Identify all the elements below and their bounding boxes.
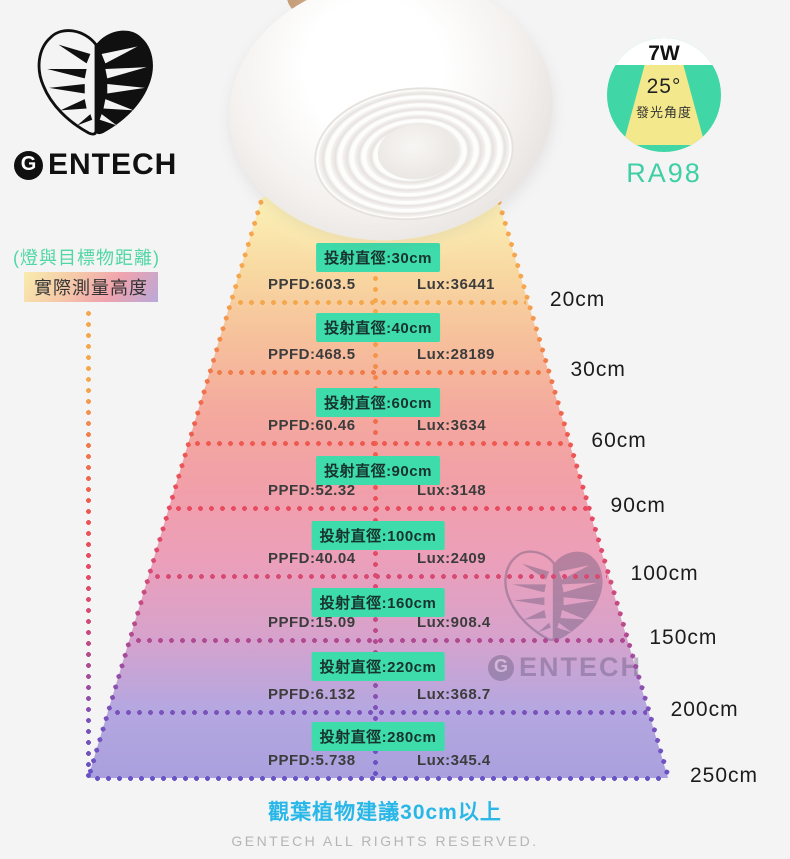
projection-diameter-badge: 投射直徑:220cm: [311, 652, 445, 681]
logo-g-icon: G: [488, 654, 514, 681]
lux-value: Lux:36441: [417, 276, 495, 293]
lux-value: Lux:28189: [417, 346, 495, 363]
ppfd-value: PPFD:60.46: [268, 417, 356, 434]
monstera-leaf-icon: [30, 24, 162, 146]
measurement-dotted-line: [192, 439, 568, 447]
projection-diameter-badge: 投射直徑:60cm: [316, 388, 440, 417]
ppfd-value: PPFD:40.04: [268, 550, 356, 567]
copyright-notice: GENTECH ALL RIGHTS RESERVED.: [231, 833, 539, 849]
logo-g-icon: G: [14, 150, 43, 180]
plant-recommendation: 觀葉植物建議30cm以上: [268, 801, 502, 824]
lux-value: Lux:368.7: [417, 686, 491, 703]
projection-diameter-badge: 投射直徑:100cm: [311, 521, 445, 550]
ppfd-value: PPFD:5.738: [268, 752, 356, 769]
beam-angle-value: 25°: [646, 75, 682, 98]
measurement-dotted-line: [213, 368, 547, 376]
led-bulb-image: [214, 0, 567, 260]
projection-diameter-badge: 投射直徑:30cm: [316, 243, 440, 272]
beam-cone-icon: 25° 發光角度: [622, 65, 706, 145]
measurement-dotted-line: [133, 636, 626, 644]
ppfd-value: PPFD:52.32: [268, 482, 356, 499]
beam-angle-label: 發光角度: [635, 105, 692, 120]
cri-value: RA98: [626, 158, 702, 188]
watermark-logo-text: ENTECH: [519, 652, 643, 682]
distance-label: 20cm: [549, 288, 606, 311]
brand-logo-text: ENTECH: [48, 148, 178, 181]
measurement-dotted-line: [234, 298, 526, 306]
measurement-dotted-line: [172, 504, 587, 512]
brand-logo: G ENTECH: [14, 24, 177, 182]
ppfd-value: PPFD:15.09: [268, 614, 356, 631]
height-ruler-dotted-line: [84, 308, 92, 778]
projection-diameter-badge: 投射直徑:90cm: [316, 456, 440, 485]
beam-angle-diagram: 7W 25° 發光角度: [607, 38, 721, 152]
measurement-dotted-line: [111, 708, 647, 716]
distance-label: 100cm: [630, 562, 699, 585]
measurement-dotted-line: [152, 572, 607, 580]
distance-label: 200cm: [670, 698, 739, 721]
lux-value: Lux:908.4: [417, 614, 491, 631]
distance-label: 150cm: [649, 626, 718, 649]
distance-label: 90cm: [610, 494, 666, 517]
lux-value: Lux:3148: [417, 482, 487, 499]
projection-diameter-badge: 投射直徑:280cm: [311, 722, 445, 751]
wattage-label: 7W: [607, 38, 721, 65]
ppfd-value: PPFD:468.5: [268, 346, 356, 363]
monstera-leaf-icon: [498, 546, 610, 650]
projection-diameter-badge: 投射直徑:160cm: [311, 588, 445, 617]
measurement-dotted-line: [92, 774, 666, 782]
distance-label: 30cm: [570, 358, 626, 381]
measured-height-label: 實際測量高度: [24, 272, 158, 302]
projection-diameter-badge: 投射直徑:40cm: [316, 313, 440, 342]
distance-label: 60cm: [591, 429, 647, 452]
distance-note: (燈與目標物距離): [13, 248, 160, 268]
ppfd-value: PPFD:603.5: [268, 276, 356, 293]
lux-value: Lux:2409: [417, 550, 487, 567]
lux-value: Lux:345.4: [417, 752, 491, 769]
lux-value: Lux:3634: [417, 417, 487, 434]
watermark-logo: G ENTECH: [488, 546, 642, 683]
distance-label: 250cm: [690, 764, 759, 787]
ppfd-value: PPFD:6.132: [268, 686, 356, 703]
